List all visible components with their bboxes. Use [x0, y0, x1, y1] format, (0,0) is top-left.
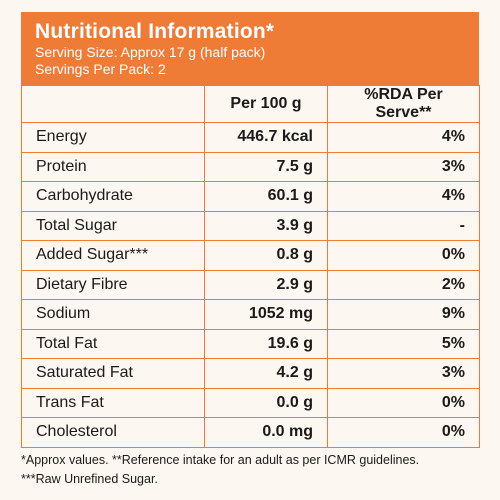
table-row: Total Sugar 3.9 g-: [21, 210, 480, 241]
table-row: Protein 7.5 g 3%: [21, 151, 480, 182]
footnotes: *Approx values. **Reference intake for a…: [21, 451, 491, 489]
rda-value: 9%: [327, 299, 480, 330]
rda-value: -: [327, 210, 480, 241]
nutrient-name: Energy: [21, 122, 205, 153]
per-100g-value: 0.0 g: [204, 387, 328, 418]
rda-value: 4%: [327, 122, 480, 153]
table-row: Total Fat 19.6 g 5%: [21, 328, 480, 359]
rda-value: 0%: [327, 240, 480, 271]
rda-value: 4%: [327, 181, 480, 212]
table-row: Trans Fat 0.0 g 0%: [21, 387, 480, 418]
rda-value: 0%: [327, 417, 480, 448]
table-row: Sodium 1052 mg 9%: [21, 299, 480, 330]
table-row: Cholesterol 0.0 mg 0%: [21, 417, 480, 448]
per-100g-value: 60.1 g: [204, 181, 328, 212]
rda-value: 3%: [327, 358, 480, 389]
per-100g-value: 4.2 g: [204, 358, 328, 389]
nutrient-name: Trans Fat: [21, 387, 205, 418]
nutrition-panel: Nutritional Information* Serving Size: A…: [21, 12, 480, 448]
per-100g-value: 446.7 kcal: [204, 122, 328, 153]
table-header-row: Per 100 g %RDA Per Serve**: [21, 85, 480, 123]
per-100g-value: 19.6 g: [204, 328, 328, 359]
column-header-nutrient: [21, 85, 205, 123]
nutrition-table: Per 100 g %RDA Per Serve** Energy 446.7 k…: [21, 85, 480, 448]
per-100g-value: 2.9 g: [204, 269, 328, 300]
footnote-line-1: *Approx values. **Reference intake for a…: [21, 453, 420, 467]
table-row: Added Sugar*** 0.8 g 0%: [21, 240, 480, 271]
column-header-per-100g: Per 100 g: [204, 85, 328, 123]
table-row: Energy 446.7 kcal 4%: [21, 122, 480, 153]
rda-value: 2%: [327, 269, 480, 300]
nutrient-name: Total Fat: [21, 328, 205, 359]
nutrient-name: Saturated Fat: [21, 358, 205, 389]
per-100g-value: 1052 mg: [204, 299, 328, 330]
per-100g-value: 7.5 g: [204, 151, 328, 182]
table-row: Dietary Fibre 2.9 g 2%: [21, 269, 480, 300]
per-100g-value: 3.9 g: [204, 210, 328, 241]
rda-value: 3%: [327, 151, 480, 182]
nutrient-name: Carbohydrate: [21, 181, 205, 212]
rda-value: 0%: [327, 387, 480, 418]
nutrient-name: Added Sugar***: [21, 240, 205, 271]
footnote-line-2: ***Raw Unrefined Sugar.: [21, 472, 158, 486]
table-row: Carbohydrate 60.1 g 4%: [21, 181, 480, 212]
per-100g-value: 0.8 g: [204, 240, 328, 271]
nutrient-name: Sodium: [21, 299, 205, 330]
table-row: Saturated Fat 4.2 g 3%: [21, 358, 480, 389]
serving-size: Serving Size: Approx 17 g (half pack): [35, 44, 266, 60]
nutrition-title: Nutritional Information*: [35, 20, 275, 43]
rda-value: 5%: [327, 328, 480, 359]
nutrition-header: Nutritional Information* Serving Size: A…: [21, 12, 479, 85]
nutrient-name: Dietary Fibre: [21, 269, 205, 300]
nutrient-name: Total Sugar: [21, 210, 205, 241]
per-100g-value: 0.0 mg: [204, 417, 328, 448]
nutrient-name: Protein: [21, 151, 205, 182]
servings-per-pack: Servings Per Pack: 2: [35, 61, 166, 77]
column-header-rda: %RDA Per Serve**: [327, 85, 480, 123]
nutrient-name: Cholesterol: [21, 417, 205, 448]
